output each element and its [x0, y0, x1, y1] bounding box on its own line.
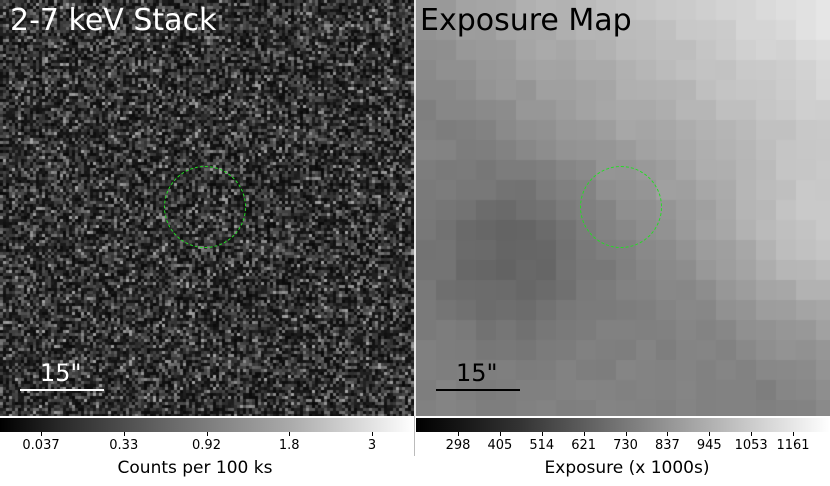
panel-divider: [414, 0, 416, 416]
colorbar-tick-label: 0.92: [192, 438, 221, 453]
colorbar-tick-mark: [625, 432, 627, 436]
colorbar-tick-label: 514: [529, 438, 555, 453]
counts-colorbar: [0, 418, 414, 432]
exposure-panel-title: Exposure Map: [420, 3, 632, 38]
colorbar-tick-mark: [458, 432, 459, 436]
colorbar-tick-mark: [499, 432, 501, 436]
colorbar-tick-label: 1.8: [278, 438, 300, 453]
colorbar-tick-label: 405: [487, 438, 513, 453]
colorbar-tick-label: 298: [445, 438, 471, 453]
colorbar-tick-mark: [667, 432, 669, 436]
colorbar-tick-mark: [41, 432, 42, 436]
colorbar-separator: [414, 416, 415, 456]
colorbar-tick-mark: [793, 432, 794, 436]
colorbar-tick-label: 0.037: [22, 438, 60, 453]
scale-bar: [436, 389, 520, 391]
colorbar-tick-mark: [289, 432, 291, 436]
colorbar-tick-mark: [751, 432, 753, 436]
source-region-circle: [580, 166, 662, 248]
colorbar-tick-mark: [583, 432, 585, 436]
colorbar-tick-mark: [372, 432, 373, 436]
source-region-circle: [164, 166, 246, 248]
colorbar-tick-label: 1161: [776, 438, 810, 453]
colorbar-tick-label: 0.33: [109, 438, 139, 453]
colorbar-tick-label: 837: [654, 438, 680, 453]
exposure-map-panel: Exposure Map 15": [416, 0, 830, 416]
colorbar-tick-label: 945: [696, 438, 722, 453]
stack-panel-title: 2-7 keV Stack: [10, 3, 217, 38]
colorbar-tick-label: 1053: [734, 438, 768, 453]
exposure-colorbar: [416, 418, 830, 432]
counts-colorbar-label: Counts per 100 ks: [117, 458, 273, 478]
scale-bar-label: 15": [456, 359, 498, 387]
scale-bar: [20, 389, 104, 391]
colorbar-tick-label: 3: [367, 438, 377, 453]
colorbar-tick-label: 730: [613, 438, 638, 453]
colorbar-tick-mark: [709, 432, 711, 436]
colorbar-tick-mark: [206, 432, 208, 436]
stack-image-panel: 2-7 keV Stack 15": [0, 0, 414, 416]
colorbar-tick-label: 621: [571, 438, 597, 453]
scale-bar-label: 15": [40, 359, 82, 387]
colorbar-tick-mark: [123, 432, 125, 436]
exposure-colorbar-label: Exposure (x 1000s): [544, 458, 710, 478]
colorbar-tick-mark: [541, 432, 543, 436]
